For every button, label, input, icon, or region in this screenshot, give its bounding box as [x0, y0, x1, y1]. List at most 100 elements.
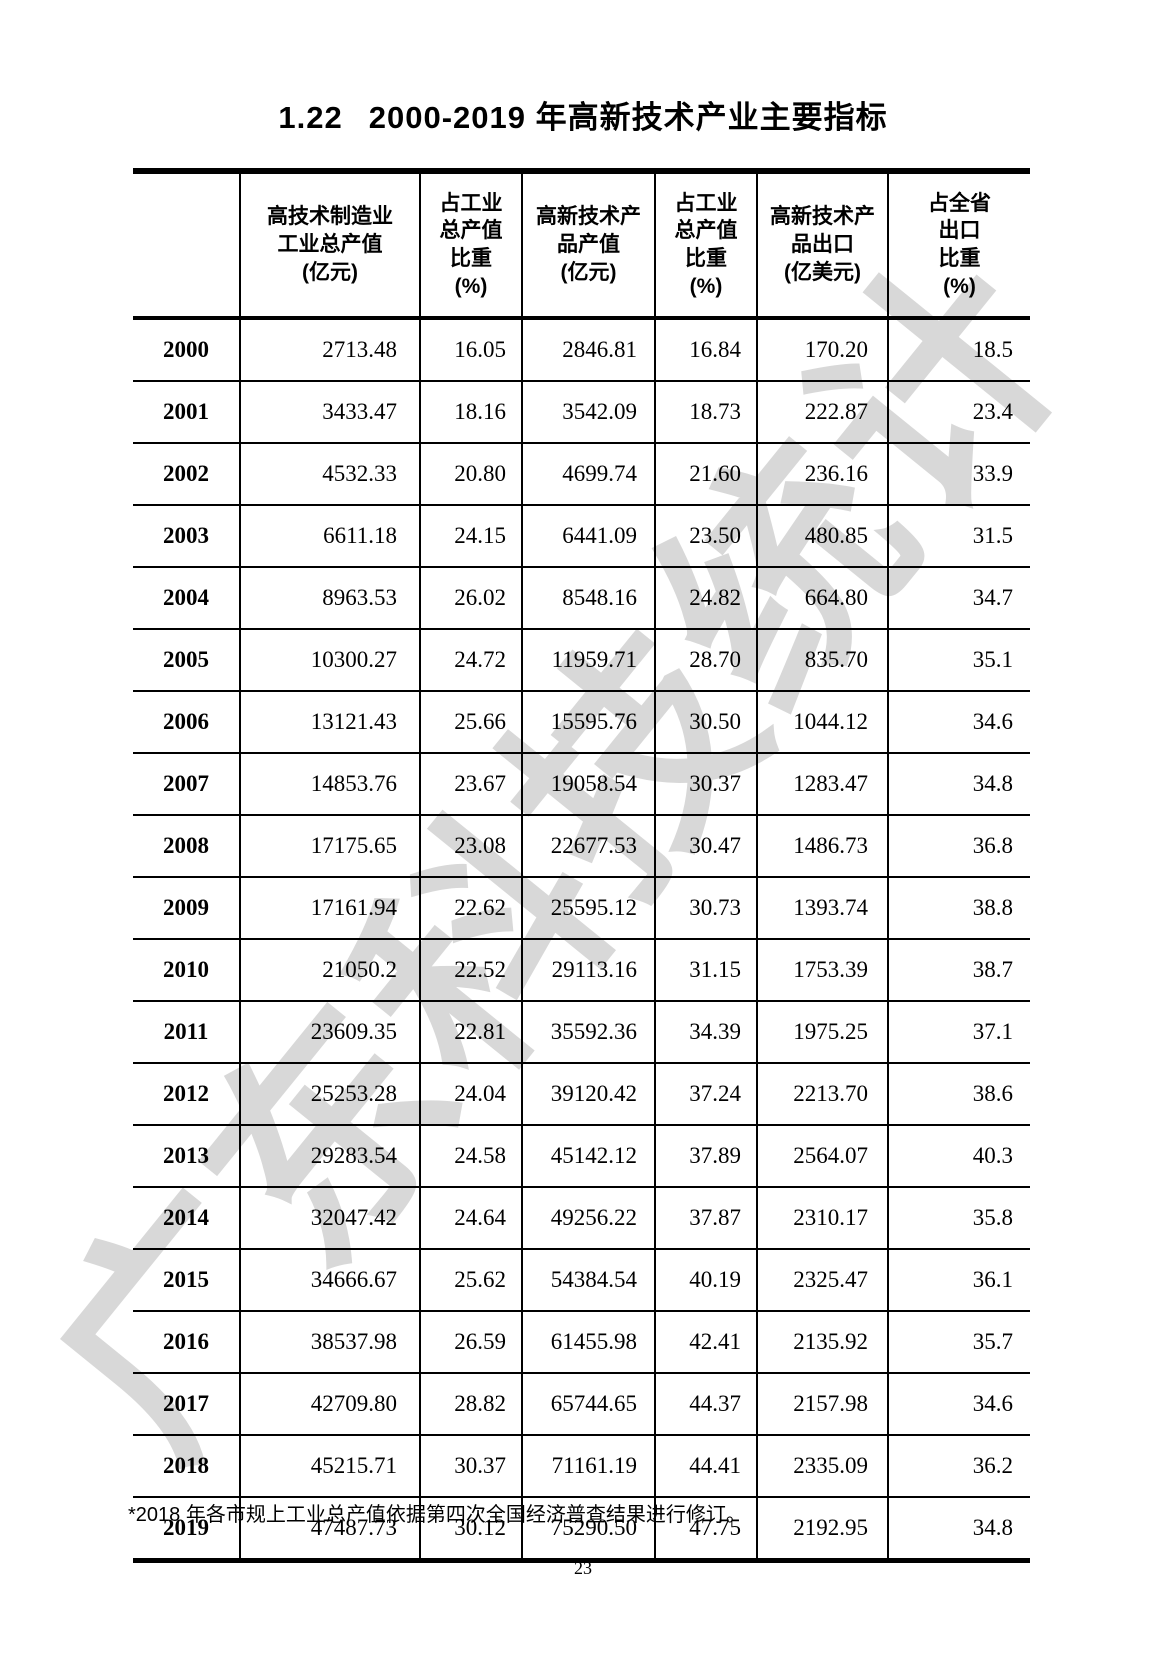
year-cell: 2003: [133, 505, 240, 568]
value-cell: 31.15: [654, 939, 757, 1002]
value-cell: 25.62: [419, 1249, 522, 1312]
value-cell: 47.75: [654, 1497, 757, 1562]
value-cell: 24.82: [654, 567, 757, 630]
value-cell: 38.7: [887, 939, 1030, 1002]
table-row: 2003 6611.18 24.15 6441.09 23.50 480.85 31.5: [133, 505, 1030, 568]
value-cell: 30.37: [654, 753, 757, 816]
value-cell: 34.6: [887, 691, 1030, 754]
column-header-2: 占工业 总产值 比重 (%): [419, 171, 522, 320]
value-cell: 40.3: [887, 1125, 1030, 1188]
table-row: 2019 47487.73 30.12 75290.50 47.75 2192.95 34.…: [133, 1497, 1030, 1562]
value-cell: 36.8: [887, 815, 1030, 878]
value-cell: 1393.74: [756, 877, 888, 940]
value-cell: 23609.35: [239, 1001, 420, 1064]
value-cell: 24.72: [419, 629, 522, 692]
table-row: 2010 21050.2 22.52 29113.16 31.15 1753.39 38.7: [133, 939, 1030, 1002]
value-cell: 38537.98: [239, 1311, 420, 1374]
table-number: 1.22: [278, 100, 343, 135]
table-row: 2017 42709.80 28.82 65744.65 44.37 2157.98 34.…: [133, 1373, 1030, 1436]
table-header-row: 高技术制造业 工业总产值 (亿元) 占工业 总产值 比重 (%) 高新技术产 品产值 (亿元) 占工…: [133, 171, 1030, 320]
value-cell: 17175.65: [239, 815, 420, 878]
value-cell: 54384.54: [521, 1249, 655, 1312]
value-cell: 49256.22: [521, 1187, 655, 1250]
table-row: 2006 13121.43 25.66 15595.76 30.50 1044.12 34.…: [133, 691, 1030, 754]
table-row: 2000 2713.48 16.05 2846.81 16.84 170.20 18.5: [133, 318, 1030, 382]
year-cell: 2000: [133, 318, 240, 382]
value-cell: 71161.19: [521, 1435, 655, 1498]
year-cell: 2004: [133, 567, 240, 630]
value-cell: 47487.73: [239, 1497, 420, 1562]
value-cell: 23.4: [887, 381, 1030, 444]
year-cell: 2007: [133, 753, 240, 816]
value-cell: 34.7: [887, 567, 1030, 630]
value-cell: 30.12: [419, 1497, 522, 1562]
value-cell: 37.89: [654, 1125, 757, 1188]
column-header-6: 占全省 出口 比重 (%): [887, 171, 1030, 320]
value-cell: 30.47: [654, 815, 757, 878]
value-cell: 2135.92: [756, 1311, 888, 1374]
column-header-3: 高新技术产 品产值 (亿元): [521, 171, 655, 320]
value-cell: 222.87: [756, 381, 888, 444]
value-cell: 35.1: [887, 629, 1030, 692]
table-head: 高技术制造业 工业总产值 (亿元) 占工业 总产值 比重 (%) 高新技术产 品产值 (亿元) 占工…: [133, 171, 1030, 320]
value-cell: 30.73: [654, 877, 757, 940]
value-cell: 2335.09: [756, 1435, 888, 1498]
column-header-0: [133, 171, 240, 320]
value-cell: 3433.47: [239, 381, 420, 444]
value-cell: 40.19: [654, 1249, 757, 1312]
value-cell: 2564.07: [756, 1125, 888, 1188]
value-cell: 26.59: [419, 1311, 522, 1374]
value-cell: 24.04: [419, 1063, 522, 1126]
year-cell: 2002: [133, 443, 240, 506]
value-cell: 480.85: [756, 505, 888, 568]
value-cell: 2192.95: [756, 1497, 888, 1562]
table-row: 2008 17175.65 23.08 22677.53 30.47 1486.73 36.…: [133, 815, 1030, 878]
table-row: 2009 17161.94 22.62 25595.12 30.73 1393.74 38.…: [133, 877, 1030, 940]
value-cell: 30.50: [654, 691, 757, 754]
value-cell: 37.1: [887, 1001, 1030, 1064]
value-cell: 42.41: [654, 1311, 757, 1374]
value-cell: 664.80: [756, 567, 888, 630]
value-cell: 38.6: [887, 1063, 1030, 1126]
value-cell: 44.41: [654, 1435, 757, 1498]
value-cell: 4699.74: [521, 443, 655, 506]
value-cell: 1044.12: [756, 691, 888, 754]
value-cell: 236.16: [756, 443, 888, 506]
value-cell: 2325.47: [756, 1249, 888, 1312]
value-cell: 20.80: [419, 443, 522, 506]
value-cell: 24.58: [419, 1125, 522, 1188]
year-cell: 2009: [133, 877, 240, 940]
value-cell: 8548.16: [521, 567, 655, 630]
year-cell: 2005: [133, 629, 240, 692]
value-cell: 4532.33: [239, 443, 420, 506]
value-cell: 45142.12: [521, 1125, 655, 1188]
table-row: 2016 38537.98 26.59 61455.98 42.41 2135.92 35.…: [133, 1311, 1030, 1374]
year-cell: 2016: [133, 1311, 240, 1374]
value-cell: 2713.48: [239, 318, 420, 382]
value-cell: 34.8: [887, 1497, 1030, 1562]
year-cell: 2013: [133, 1125, 240, 1188]
table-row: 2014 32047.42 24.64 49256.22 37.87 2310.17 35.…: [133, 1187, 1030, 1250]
value-cell: 39120.42: [521, 1063, 655, 1126]
value-cell: 6441.09: [521, 505, 655, 568]
value-cell: 23.08: [419, 815, 522, 878]
value-cell: 1283.47: [756, 753, 888, 816]
value-cell: 14853.76: [239, 753, 420, 816]
year-cell: 2008: [133, 815, 240, 878]
value-cell: 18.16: [419, 381, 522, 444]
value-cell: 22.62: [419, 877, 522, 940]
value-cell: 10300.27: [239, 629, 420, 692]
value-cell: 18.5: [887, 318, 1030, 382]
value-cell: 1753.39: [756, 939, 888, 1002]
value-cell: 37.24: [654, 1063, 757, 1126]
table-row: 2007 14853.76 23.67 19058.54 30.37 1283.47 34.…: [133, 753, 1030, 816]
value-cell: 35.7: [887, 1311, 1030, 1374]
value-cell: 18.73: [654, 381, 757, 444]
column-header-5: 高新技术产 品出口 (亿美元): [756, 171, 888, 320]
value-cell: 21050.2: [239, 939, 420, 1002]
value-cell: 45215.71: [239, 1435, 420, 1498]
table-row: 2013 29283.54 24.58 45142.12 37.89 2564.07 40.…: [133, 1125, 1030, 1188]
value-cell: 1486.73: [756, 815, 888, 878]
value-cell: 61455.98: [521, 1311, 655, 1374]
value-cell: 15595.76: [521, 691, 655, 754]
